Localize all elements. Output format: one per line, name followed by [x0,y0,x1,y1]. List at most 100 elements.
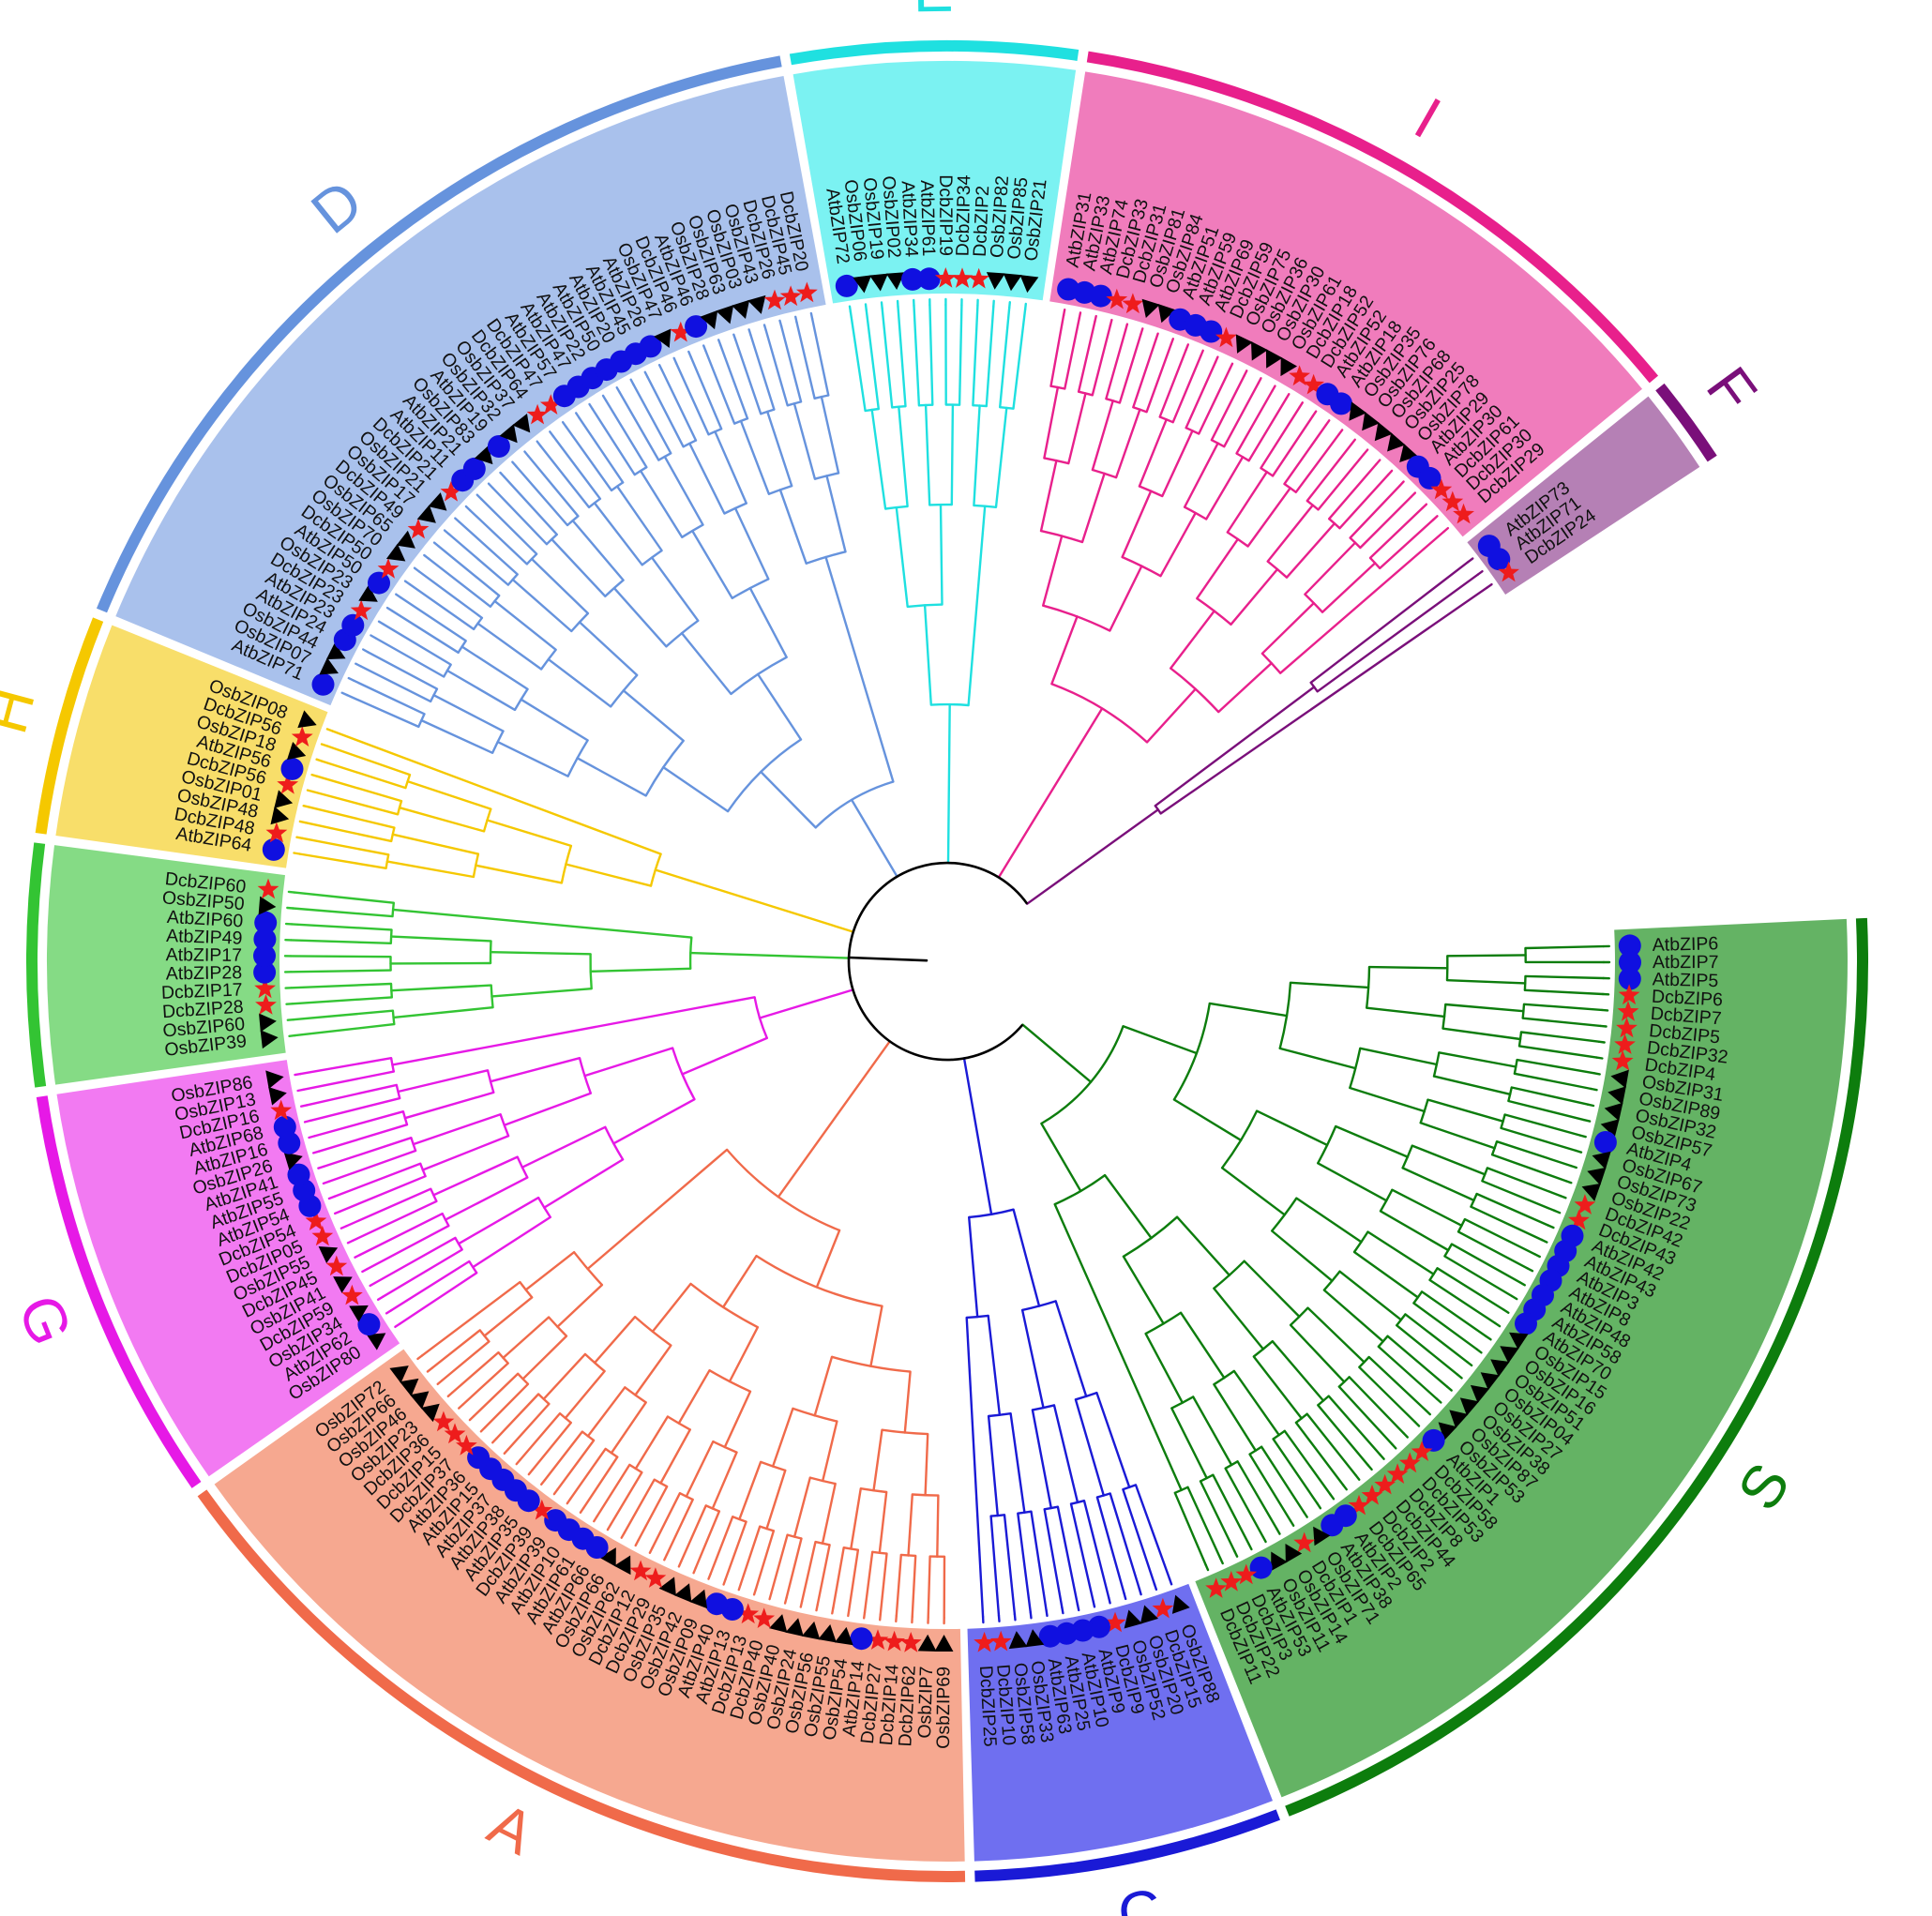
red-star-icon [1611,1049,1634,1071]
group-letter-B: B [0,945,10,986]
black-triangle-icon [1141,298,1160,318]
black-triangle-icon [1019,275,1039,294]
red-star-icon [341,1284,363,1305]
blue-circle-icon [1418,466,1441,490]
black-triangle-icon [400,1378,419,1396]
red-star-icon [1220,1571,1243,1592]
red-star-icon [796,281,818,303]
group-H-sector [55,625,328,868]
black-triangle-icon [1251,341,1268,361]
blue-circle-icon [311,672,335,696]
blue-circle-icon [287,1163,310,1186]
blue-circle-icon [1422,1428,1445,1452]
black-triangle-icon [1449,1410,1469,1428]
group-letter-G: G [6,1286,85,1354]
red-star-icon [1106,288,1128,309]
black-triangle-icon [474,445,493,465]
black-triangle-icon [1374,421,1393,442]
black-triangle-icon [512,414,531,433]
leaf-labels: AtbZIP6AtbZIP7AtbZIP5DcbZIP6DcbZIP7DcbZI… [161,174,1729,1749]
group-B-arc [26,842,47,1088]
black-triangle-icon [834,1626,853,1646]
black-triangle-icon [297,710,317,729]
black-triangle-icon [358,584,378,602]
leaf-label: AtbZIP28 [166,962,243,984]
red-star-icon [407,518,430,539]
red-star-icon [377,558,400,579]
red-star-icon [456,1434,477,1456]
group-letter-I: I [1404,84,1452,151]
blue-circle-icon [705,1592,729,1616]
blue-circle-icon [1618,934,1641,958]
red-star-icon [934,267,957,288]
black-triangle-icon [1157,304,1176,324]
black-triangle-icon [274,790,294,808]
red-star-icon [350,599,372,621]
black-triangle-icon [1604,1102,1623,1122]
leaf-label: DcbZIP62 [895,1665,920,1747]
black-triangle-icon [1509,1332,1529,1350]
red-star-icon [1293,1531,1316,1553]
red-star-icon [444,1423,466,1444]
black-triangle-icon [1265,349,1283,369]
red-star-icon [265,822,288,843]
black-triangle-icon [389,1365,409,1383]
black-triangle-icon [1459,1397,1479,1416]
black-triangle-icon [1171,1594,1190,1614]
group-letter-H: H [0,681,48,740]
blue-circle-icon [262,837,285,861]
black-triangle-icon [259,1013,277,1033]
blue-circle-icon [273,1115,296,1139]
leaf-label: AtbZIP7 [1653,952,1718,973]
tree-branches [283,297,1611,1625]
group-letter-E: E [913,0,954,24]
black-triangle-icon [1587,1167,1607,1185]
group-C-sector [967,1583,1273,1862]
leaf-label: DcbZIP19 [935,174,956,256]
black-triangle-icon [1124,1609,1142,1629]
group-background-sectors [47,60,1848,1862]
black-triangle-icon [1349,401,1367,421]
red-star-icon [1235,1563,1258,1585]
black-triangle-icon [385,543,406,562]
red-star-icon [753,1607,776,1628]
black-triangle-icon [283,1152,303,1170]
leaf-label: AtbZIP61 [916,180,939,257]
red-star-icon [1398,1452,1421,1473]
group-G-sector [56,1060,400,1477]
black-triangle-icon [287,742,307,761]
black-triangle-icon [318,1245,339,1264]
group-A-sector [214,1349,965,1862]
black-triangle-icon [1607,1086,1626,1105]
black-triangle-icon [818,1624,837,1643]
group-outer-arcs [26,40,1868,1882]
red-star-icon [1617,1001,1639,1021]
red-star-icon [899,1632,922,1652]
group-G-arc [36,1095,202,1488]
blue-circle-icon [253,944,276,968]
red-star-icon [1498,561,1519,582]
blue-circle-icon [280,757,304,780]
red-star-icon [291,726,313,747]
blue-circle-icon [368,571,390,595]
blue-circle-icon [341,613,365,637]
blue-circle-icon [462,457,486,480]
group-letter-A: A [478,1789,545,1868]
leaf-label: DcbZIP25 [975,1665,1001,1747]
red-star-icon [867,1629,889,1650]
black-triangle-icon [1025,1629,1045,1648]
blue-circle-icon [1330,392,1352,415]
red-star-icon [779,285,802,307]
black-triangle-icon [658,1577,676,1596]
black-triangle-icon [747,294,766,314]
black-triangle-icon [700,309,718,330]
group-letter-C: C [1112,1876,1169,1916]
group-letter-F: F [1694,355,1770,424]
black-triangle-icon [1581,1183,1601,1201]
group-E-arc [789,40,1079,66]
black-triangle-icon [416,505,436,523]
black-triangle-icon [265,1070,284,1090]
black-triangle-icon [613,1555,631,1576]
black-triangle-icon [1387,432,1406,452]
black-triangle-icon [986,272,1005,290]
